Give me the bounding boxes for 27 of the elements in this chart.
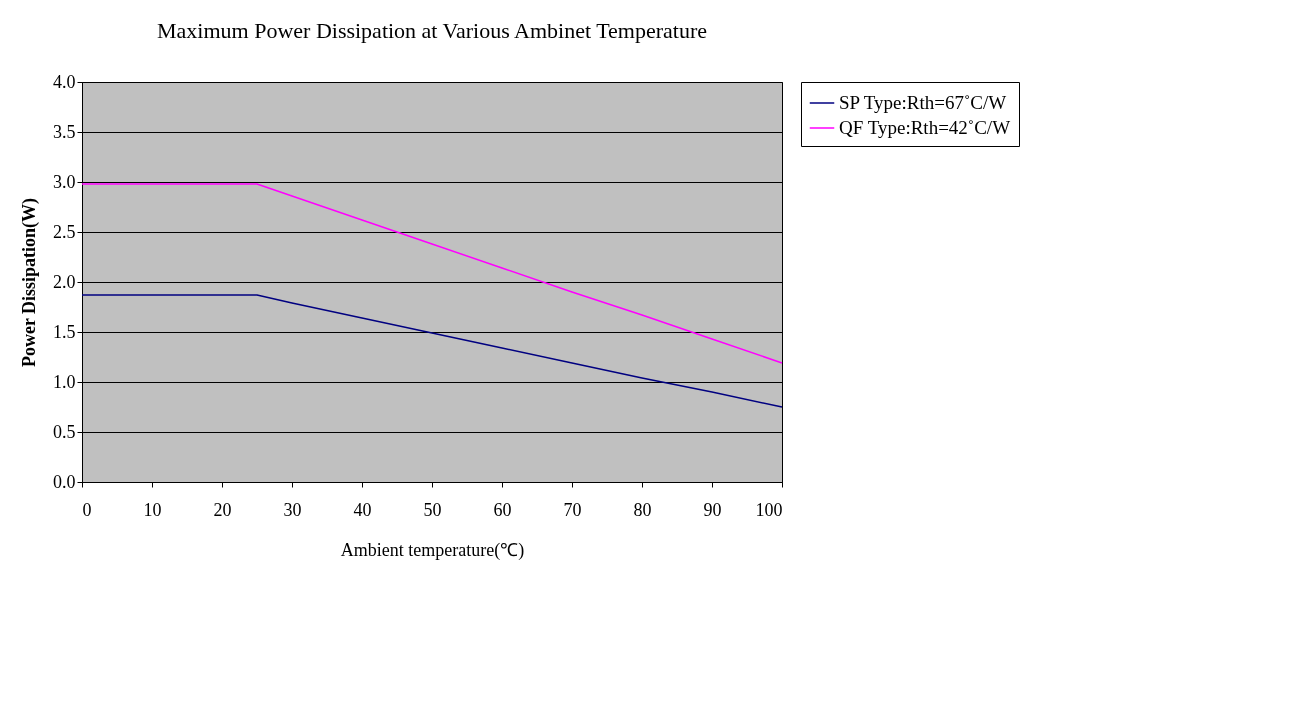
x-tick-label: 30 — [283, 499, 302, 520]
y-tick-label: 0.0 — [53, 471, 76, 492]
x-tick-label: 60 — [493, 499, 512, 520]
x-tick-label: 80 — [633, 499, 652, 520]
line-series — [81, 183, 783, 364]
x-tick-label: 10 — [143, 499, 162, 520]
y-tick-label: 1.5 — [53, 321, 76, 342]
x-tick-label: 20 — [213, 499, 232, 520]
y-axis-title: Power Dissipation(W) — [19, 197, 40, 368]
x-tick-label: 40 — [353, 499, 372, 520]
x-tick-label: 0 — [82, 499, 92, 520]
y-tick-label: 3.0 — [53, 171, 76, 192]
legend-label: SP Type:Rth=67˚C/W — [839, 92, 1007, 113]
x-tick-label: 90 — [703, 499, 722, 520]
y-tick-label: 3.5 — [53, 121, 76, 142]
x-axis-title: Ambient temperature(℃) — [340, 539, 525, 561]
x-tick-label: 100 — [755, 499, 783, 520]
x-tick-label: 70 — [563, 499, 582, 520]
y-tick-label: 0.5 — [53, 421, 76, 442]
y-tick-label: 2.0 — [53, 271, 76, 292]
legend-label: QF Type:Rth=42˚C/W — [839, 117, 1011, 138]
y-tick-label: 2.5 — [53, 221, 76, 242]
chart-title: Maximum Power Dissipation at Various Ambinet Temperature — [156, 18, 708, 43]
y-tick-label: 1.0 — [53, 371, 76, 392]
x-tick-label: 50 — [423, 499, 442, 520]
line-series — [81, 294, 783, 408]
y-tick-label: 4.0 — [53, 71, 76, 92]
